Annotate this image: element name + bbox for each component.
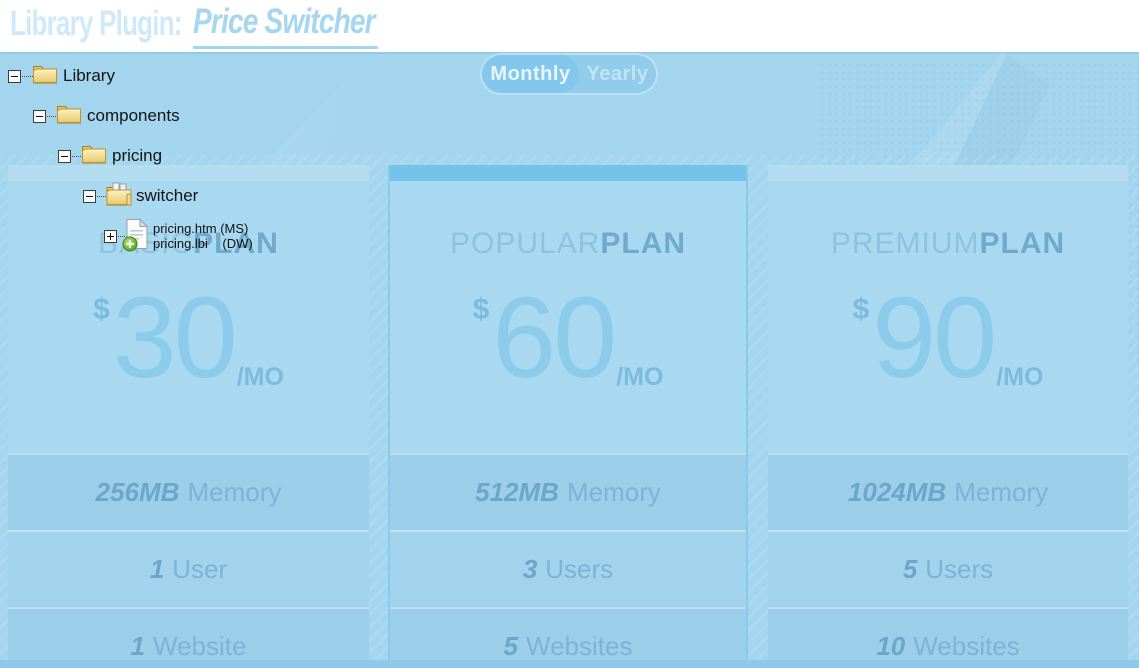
collapse-toggle-icon[interactable] <box>33 110 46 123</box>
feature-row: 3 Users <box>390 530 746 607</box>
library-file-names: pricing.htm (MS) pricing.lbi (DW) <box>153 221 253 251</box>
price-amount: 30 <box>112 274 238 402</box>
feature-row: 1024MB Memory <box>768 453 1128 530</box>
feature-value: 5 <box>902 554 918 584</box>
plan-features: 1024MB Memory 5 Users 10 Websites <box>768 453 1128 668</box>
file-name-dw: pricing.lbi (DW) <box>153 236 253 251</box>
tree-connector <box>97 196 108 198</box>
feature-value: 3 <box>522 554 538 584</box>
plan-price: $ 90 /MO <box>768 281 1128 396</box>
plan-name-light: POPULAR <box>449 227 601 260</box>
feature-label: Memory <box>187 477 282 507</box>
collapse-toggle-icon[interactable] <box>83 190 96 203</box>
feature-label: User <box>172 554 228 584</box>
tree-connector <box>22 76 33 78</box>
plan-card-premium: PREMIUMPLAN $ 90 /MO 1024MB Memory 5 Users… <box>768 165 1128 668</box>
plan-card-cap <box>768 165 1128 181</box>
billing-toggle[interactable]: Monthly Yearly <box>480 53 658 95</box>
feature-row: 256MB Memory <box>8 453 369 530</box>
feature-value: 1 <box>130 631 145 661</box>
page-title-plugin-name: Price Switcher <box>193 2 378 49</box>
feature-label: Memory <box>566 477 661 507</box>
collapse-toggle-icon[interactable] <box>8 70 21 83</box>
feature-value: 512MB <box>475 477 559 507</box>
feature-label: Websites <box>526 631 633 661</box>
toggle-option-monthly[interactable]: Monthly <box>482 55 579 93</box>
file-name-ms: pricing.htm (MS) <box>153 221 249 236</box>
currency-symbol: $ <box>472 293 490 326</box>
folder-icon <box>32 63 58 90</box>
tree-connector <box>72 156 83 158</box>
price-amount: 60 <box>492 274 617 402</box>
feature-label: Website <box>153 631 247 661</box>
new-library-file-icon <box>121 218 151 257</box>
stage-top-divider <box>0 52 1139 54</box>
plan-features: 512MB Memory 3 Users 5 Websites <box>390 453 746 668</box>
price-period: /MO <box>616 363 664 391</box>
currency-symbol: $ <box>93 293 110 326</box>
feature-row: 1 User <box>8 530 369 607</box>
plan-title: PREMIUMPLAN <box>768 227 1128 261</box>
feature-row: 5 Websites <box>390 607 746 668</box>
plan-card-popular: POPULARPLAN $ 60 /MO 512MB Memory 3 Users … <box>388 165 748 668</box>
preview-stage: Monthly Yearly BASICPLAN $ 30 /MO 256MBM… <box>0 52 1139 668</box>
plan-features: 256MB Memory 1 User 1 Website <box>8 453 369 668</box>
price-period: /MO <box>236 363 284 391</box>
feature-value: 1024MB <box>847 477 947 507</box>
feature-label: Websites <box>913 631 1020 661</box>
feature-label: Users <box>925 554 994 584</box>
feature-label: Users <box>545 554 614 584</box>
price-amount: 90 <box>872 274 997 402</box>
feature-row: 512MB Memory <box>390 453 746 530</box>
tree-item-label: Library <box>63 66 115 85</box>
feature-value: 10 <box>876 631 906 661</box>
library-file-tree: Library components pricing <box>0 52 420 312</box>
bottom-strip <box>0 660 1139 668</box>
page-header: Library Plugin: Price Switcher <box>0 0 1139 52</box>
feature-row: 10 Websites <box>768 607 1128 668</box>
plan-name-bold: PLAN <box>193 227 279 260</box>
currency-symbol: $ <box>852 293 870 326</box>
collapse-toggle-icon[interactable] <box>58 150 71 163</box>
plan-name-bold: PLAN <box>600 227 687 260</box>
feature-row: 1 Website <box>8 607 369 668</box>
plan-price: $ 30 /MO <box>8 281 369 396</box>
feature-row: 5 Users <box>768 530 1128 607</box>
feature-value: 256MB <box>95 477 180 507</box>
plan-price: $ 60 /MO <box>390 281 746 396</box>
expand-toggle-icon[interactable] <box>104 230 117 243</box>
folder-with-files-icon <box>105 181 133 212</box>
tree-connector <box>118 236 129 238</box>
toggle-option-yearly[interactable]: Yearly <box>586 62 649 85</box>
feature-value: 5 <box>503 631 518 661</box>
tree-item-label: pricing <box>112 146 163 165</box>
plan-name-light: PREMIUM <box>830 227 980 260</box>
plan-name-bold: PLAN <box>979 227 1066 260</box>
tree-item-label: switcher <box>136 186 199 205</box>
folder-icon <box>56 103 82 130</box>
page-title-prefix: Library Plugin: <box>10 4 182 43</box>
plan-card-cap <box>8 165 369 181</box>
folder-icon <box>81 143 107 170</box>
plan-title: POPULARPLAN <box>390 227 746 261</box>
tree-connector <box>47 116 58 118</box>
price-period: /MO <box>996 363 1044 391</box>
plan-card-cap-featured <box>390 165 746 181</box>
feature-label: Memory <box>954 477 1049 507</box>
feature-value: 1 <box>149 554 165 584</box>
tree-item-label: components <box>87 106 180 125</box>
